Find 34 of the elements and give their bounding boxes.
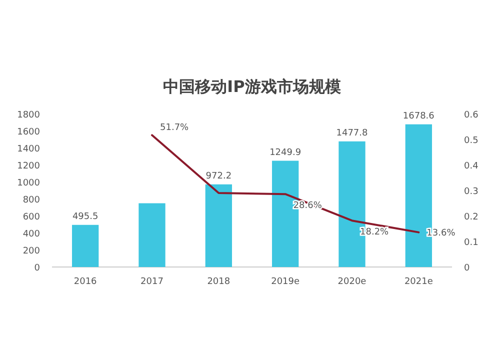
y2-tick-label: 0.6 xyxy=(464,110,479,120)
bar xyxy=(205,184,232,267)
line-series xyxy=(151,134,420,234)
y-tick-label: 1600 xyxy=(17,128,40,138)
data-label: 972.2 xyxy=(206,171,232,182)
bar xyxy=(138,203,166,267)
y2-tick-label: 0.2 xyxy=(464,212,478,222)
x-tick-label: 2019e xyxy=(271,277,300,287)
y-tick-label: 1800 xyxy=(17,110,40,120)
y-tick-label: 800 xyxy=(22,196,40,206)
data-label: 1249.9 xyxy=(270,148,302,158)
y2-tick-label: 0.5 xyxy=(464,136,478,146)
y2-tick-label: 0.3 xyxy=(464,187,478,197)
y-tick-label: 600 xyxy=(22,212,40,222)
y-tick-label: 0 xyxy=(34,264,40,274)
x-tick-label: 2020e xyxy=(338,277,367,287)
data-label: 1477.8 xyxy=(336,128,368,138)
x-tick-label: 2017 xyxy=(140,277,164,287)
y2-tick-label: 0 xyxy=(464,264,470,274)
bar xyxy=(72,224,99,267)
x-tick-label: 2016 xyxy=(74,277,98,287)
y-tick-label: 400 xyxy=(22,230,40,240)
y2-tick-label: 0.1 xyxy=(464,238,478,248)
chart-title: 中国移动IP游戏市场规模 xyxy=(163,77,341,96)
data-label: 51.7% xyxy=(160,123,190,134)
data-label: 1678.6 xyxy=(402,111,435,122)
y-tick-label: 1400 xyxy=(17,144,40,154)
y-tick-label: 1200 xyxy=(17,162,40,172)
y-tick-label: 200 xyxy=(22,246,40,256)
x-tick-label: 2018 xyxy=(207,277,230,287)
y2-tick-label: 0.4 xyxy=(464,162,479,172)
data-label: 495.5 xyxy=(72,212,98,222)
y-tick-label: 1000 xyxy=(17,178,40,188)
x-tick-label: 2021e xyxy=(404,277,434,287)
